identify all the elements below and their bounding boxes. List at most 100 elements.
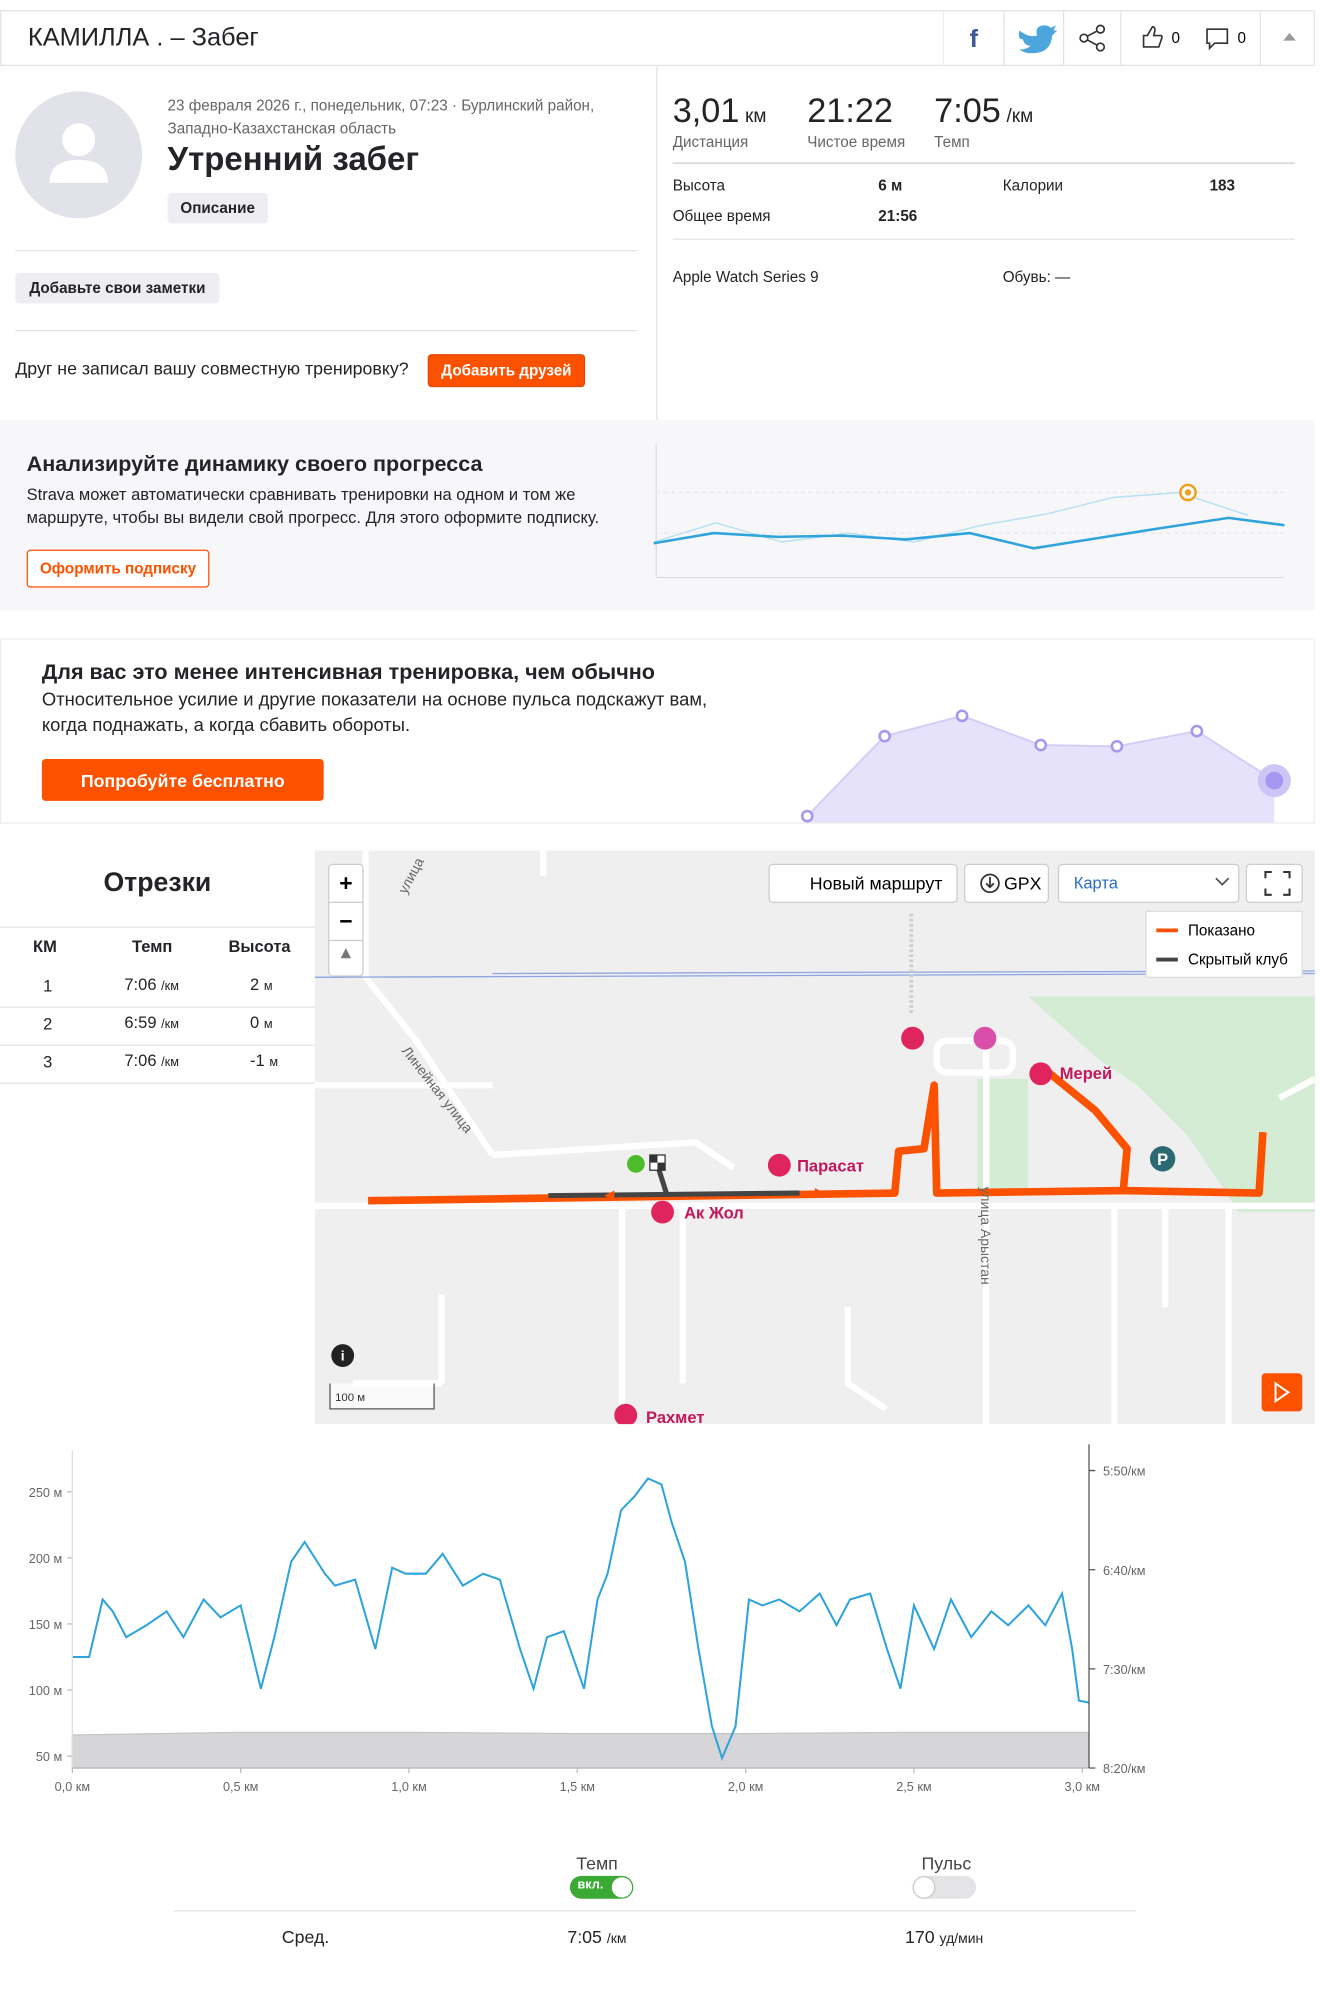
hr-toggle-label: Пульс [921,1853,972,1874]
kudos-button[interactable] [1142,25,1163,48]
y-tick-label: 200 м [29,1552,62,1566]
stat-label: Дистанция [672,133,749,152]
twitter-button[interactable] [1018,25,1058,54]
pace-toggle-state: вкл. [577,1878,604,1893]
x-tick-label: 2,5 км [896,1780,931,1794]
map-legend [1145,910,1303,978]
promo-title: Для вас это менее интенсивная тренировка… [41,660,655,685]
avatar [15,91,143,219]
stat-unit: км [745,105,767,127]
pace-chart: 50 м 100 м 150 м 200 м 250 м 5:50/км 6:40/км 7:… [29,1444,1146,1794]
y2-tick-label: 6:40/км [1103,1564,1146,1578]
legend-label: Показано [1188,922,1255,939]
split-elevation-unit: м [263,1017,273,1032]
svg-text:i: i [341,1348,345,1364]
divider [672,238,1295,240]
x-tick-label: 1,5 км [560,1780,595,1794]
split-pace: 6:59 /км [124,1013,179,1032]
flyby-button[interactable] [1261,1373,1303,1412]
pace-toggle-label: Темп [576,1853,618,1874]
stat-distance: 3,01 км [673,91,767,130]
collapse-button[interactable] [1283,33,1296,41]
summary-unit: /км [606,1931,627,1948]
summary-pace: 7:05 /км [567,1927,626,1947]
map-place: Мерей [1060,1065,1112,1083]
stat-value: 21:22 [807,91,894,130]
share-button[interactable] [1079,24,1106,52]
splits-column: Высота [228,936,291,956]
friends-prompt: Друг не записал вашу совместную трениров… [15,357,409,379]
gpx-label: GPX [1004,874,1042,894]
detail-value: 183 [1209,176,1236,195]
split-pace: 7:06 /км [124,1051,179,1070]
split-pace-value: 7:06 [124,974,157,994]
activity-title: Утренний забег [167,139,420,178]
stat-value: 7:05 [934,91,1001,130]
intensity-promo [0,638,1315,824]
map-type-select[interactable] [1057,863,1240,904]
split-pace-value: 6:59 [124,1012,157,1032]
split-km: 1 [43,976,53,996]
divider [656,66,658,421]
new-route-button[interactable] [768,863,958,904]
comment-button[interactable] [1206,28,1229,51]
stat-label: Чистое время [807,133,906,152]
split-km: 2 [43,1014,53,1034]
stat-label: Темп [934,133,970,152]
divider [15,250,638,252]
fullscreen-button[interactable] [1245,863,1303,904]
stat-value: 3,01 [672,91,740,130]
detail-value: 6 м [878,176,903,195]
split-pace: 7:06 /км [124,975,179,994]
zoom-controls[interactable]: +− [328,863,364,977]
svg-text:−: − [339,908,352,934]
divider [0,926,315,928]
split-elevation-unit: м [269,1056,279,1070]
promo-text: Относительное усилие и другие показатели… [41,690,708,737]
y-tick-label: 250 м [29,1486,62,1500]
legend-label: Скрытый клуб [1188,952,1288,969]
split-km: 3 [43,1052,53,1072]
facebook-button[interactable]: f [970,25,979,53]
map-place: Рахмет [646,1409,704,1424]
subscribe-button[interactable]: Оформить подписку [26,549,210,588]
progress-illustration [653,444,1285,579]
map-scale: 100 м [335,1392,365,1404]
progress-promo [0,420,1315,611]
split-elevation: 0 м [250,1013,273,1032]
device: Apple Watch Series 9 [672,267,819,286]
summary-unit: уд/мин [939,1931,984,1948]
map-place: Парасат [797,1158,864,1176]
add-friends-button[interactable]: Добавить друзей [427,354,586,388]
y-tick-label: 100 м [29,1684,62,1698]
description-button[interactable]: Описание [167,192,268,224]
try-free-button[interactable]: Попробуйте бесплатно [41,759,324,801]
activity-heading: КАМИЛЛА . – Забег [27,24,259,53]
splits-row: 1 7:06 /км 2 м [0,968,315,1008]
map[interactable]: P Парасат Ак Жол Мерей Рахмет улица Лине… [314,850,1315,1425]
detail-label: Общее время [672,206,771,225]
x-tick-label: 2,0 км [728,1780,763,1794]
notes-button[interactable]: Добавьте свои заметки [15,272,220,304]
y-tick-label: 50 м [36,1750,62,1764]
splits-row: 2 6:59 /км 0 м [0,1007,315,1046]
x-tick-label: 0,5 км [223,1780,258,1794]
promo-text: Strava может автоматически сравнивать тр… [26,484,600,527]
splits-column: КМ [33,936,57,956]
gpx-button[interactable] [963,863,1050,904]
comments-count: 0 [1238,30,1246,47]
split-elevation-value: 0 [250,1012,260,1032]
split-pace-unit: /км [161,979,179,994]
svg-text:P: P [1157,1151,1168,1169]
split-pace-value: 7:06 [124,1050,157,1070]
new-route-label: Новый маршрут [810,874,943,894]
hr-toggle[interactable] [912,1875,977,1899]
y2-tick-label: 5:50/км [1103,1465,1146,1479]
pace-toggle[interactable]: вкл. [569,1875,634,1899]
y-tick-label: 150 м [29,1618,62,1632]
splits-column: Темп [132,936,173,956]
detail-label: Высота [672,176,726,195]
detail-label: Калории [1002,176,1064,195]
summary-value: 7:05 [567,1926,602,1948]
